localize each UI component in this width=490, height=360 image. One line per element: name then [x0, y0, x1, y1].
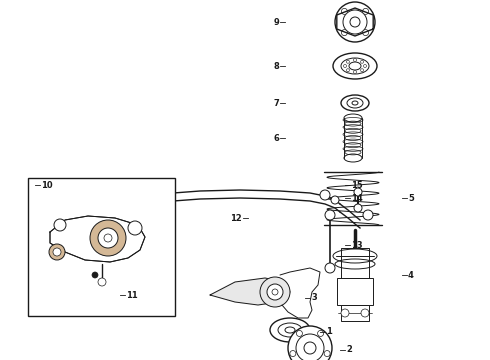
Circle shape [343, 64, 346, 68]
Circle shape [331, 196, 339, 204]
Text: 6: 6 [273, 134, 279, 143]
Text: 2: 2 [346, 346, 352, 355]
Circle shape [343, 10, 367, 34]
Circle shape [98, 278, 106, 286]
Text: 1: 1 [326, 328, 332, 337]
Bar [341, 305, 369, 321]
Bar [28, 178, 175, 316]
Circle shape [354, 204, 362, 212]
Circle shape [363, 30, 368, 36]
Circle shape [353, 71, 357, 73]
Circle shape [324, 351, 330, 356]
Circle shape [92, 182, 108, 198]
Circle shape [49, 244, 65, 260]
Text: 11: 11 [126, 291, 138, 300]
Ellipse shape [270, 318, 310, 342]
Text: 12: 12 [230, 213, 242, 222]
Circle shape [288, 326, 332, 360]
Circle shape [104, 234, 112, 242]
Circle shape [318, 330, 323, 337]
Circle shape [361, 60, 364, 63]
Circle shape [363, 210, 373, 220]
Circle shape [354, 188, 362, 196]
Circle shape [267, 284, 283, 300]
Text: 7: 7 [273, 99, 279, 108]
Text: 9: 9 [273, 18, 279, 27]
Text: 14: 14 [351, 194, 363, 202]
Circle shape [290, 351, 296, 356]
Polygon shape [50, 216, 145, 262]
Text: 3: 3 [311, 293, 317, 302]
Circle shape [320, 190, 330, 200]
Polygon shape [210, 278, 290, 305]
Circle shape [342, 8, 347, 14]
Circle shape [325, 210, 335, 220]
Circle shape [260, 277, 290, 307]
Circle shape [346, 69, 349, 72]
Bar [341, 248, 369, 278]
Circle shape [92, 272, 98, 278]
Text: 10: 10 [41, 180, 52, 189]
Circle shape [361, 69, 364, 72]
Circle shape [128, 221, 142, 235]
Ellipse shape [278, 323, 302, 337]
Circle shape [361, 309, 369, 317]
Circle shape [272, 289, 278, 295]
Circle shape [350, 17, 360, 27]
Bar [337, 278, 373, 305]
Text: 15: 15 [351, 180, 363, 189]
Circle shape [335, 2, 375, 42]
Circle shape [296, 334, 324, 360]
Circle shape [342, 30, 347, 36]
Circle shape [353, 59, 357, 62]
Circle shape [90, 220, 126, 256]
Circle shape [346, 60, 349, 63]
Text: 13: 13 [351, 240, 363, 249]
Circle shape [304, 342, 316, 354]
Circle shape [98, 228, 118, 248]
Circle shape [341, 309, 349, 317]
Circle shape [363, 8, 368, 14]
Text: 8: 8 [273, 62, 279, 71]
Circle shape [53, 248, 61, 256]
Circle shape [54, 219, 66, 231]
Circle shape [325, 263, 335, 273]
Circle shape [296, 330, 302, 337]
Circle shape [96, 186, 104, 194]
Text: 4: 4 [408, 270, 414, 279]
Circle shape [364, 64, 367, 68]
Text: 5: 5 [408, 194, 414, 202]
